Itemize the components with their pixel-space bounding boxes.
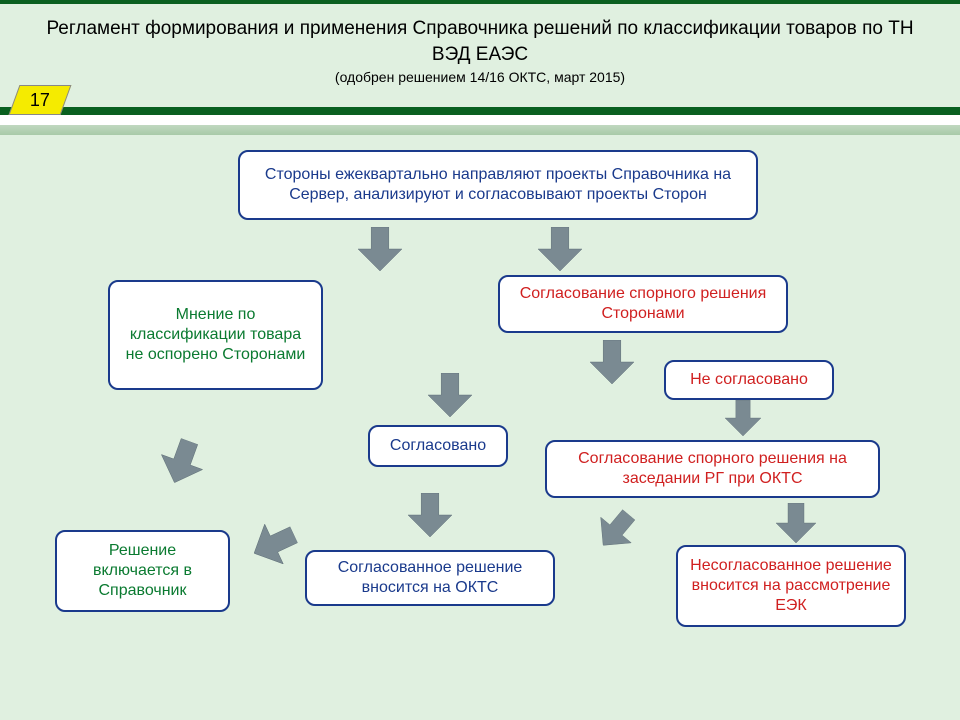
arrow-icon: [588, 502, 644, 558]
arrow-icon: [590, 340, 634, 384]
arrow-icon: [358, 227, 402, 271]
flowchart-canvas: Стороны ежеквартально направляют проекты…: [0, 135, 960, 720]
arrow-icon: [408, 493, 452, 537]
flowchart-node: Стороны ежеквартально направляют проекты…: [238, 150, 758, 220]
arrow-icon: [245, 515, 303, 573]
page-title: Регламент формирования и применения Спра…: [0, 16, 960, 67]
flowchart-node: Согласованное решение вносится на ОКТС: [305, 550, 555, 606]
arrow-icon: [154, 434, 210, 490]
flowchart-node: Мнение по классификации товара не оспоре…: [108, 280, 323, 390]
flowchart-node: Согласование спорного решения на заседан…: [545, 440, 880, 498]
header-bar: Регламент формирования и применения Спра…: [0, 0, 960, 115]
flowchart-node: Согласовано: [368, 425, 508, 467]
flowchart-node: Не согласовано: [664, 360, 834, 400]
arrow-icon: [428, 373, 472, 417]
flowchart-node: Решение включается в Справочник: [55, 530, 230, 612]
arrow-icon: [725, 400, 761, 436]
page-subtitle: (одобрен решением 14/16 ОКТС, март 2015): [0, 69, 960, 85]
page-number-badge: 17: [9, 85, 72, 115]
flowchart-node: Согласование спорного решения Сторонами: [498, 275, 788, 333]
divider-stripe: [0, 125, 960, 135]
arrow-icon: [538, 227, 582, 271]
arrow-icon: [776, 503, 816, 543]
flowchart-node: Несогласованное решение вносится на расс…: [676, 545, 906, 627]
page-number: 17: [30, 90, 50, 111]
